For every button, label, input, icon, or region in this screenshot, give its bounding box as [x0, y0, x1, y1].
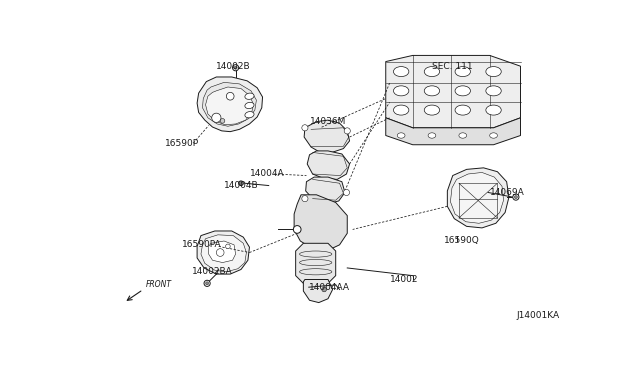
Text: J14001KA: J14001KA — [516, 311, 560, 320]
Ellipse shape — [394, 67, 409, 77]
Ellipse shape — [245, 102, 254, 109]
Polygon shape — [197, 231, 250, 274]
Ellipse shape — [455, 67, 470, 77]
Ellipse shape — [245, 112, 254, 118]
Text: 16590P: 16590P — [164, 139, 199, 148]
Polygon shape — [197, 77, 262, 132]
Circle shape — [216, 249, 224, 256]
Ellipse shape — [490, 133, 497, 138]
Circle shape — [344, 128, 350, 134]
Text: 14004AA: 14004AA — [308, 283, 349, 292]
Polygon shape — [209, 241, 236, 263]
Text: 14004B: 14004B — [224, 181, 259, 190]
Text: 14002B: 14002B — [216, 62, 251, 71]
Polygon shape — [386, 55, 520, 128]
Polygon shape — [294, 195, 348, 251]
Polygon shape — [451, 173, 504, 223]
Ellipse shape — [424, 86, 440, 96]
Ellipse shape — [486, 105, 501, 115]
Polygon shape — [201, 235, 246, 272]
Circle shape — [204, 280, 210, 286]
Ellipse shape — [486, 86, 501, 96]
Ellipse shape — [486, 67, 501, 77]
Circle shape — [234, 66, 237, 69]
Text: 14002: 14002 — [390, 275, 418, 284]
Circle shape — [302, 125, 308, 131]
Polygon shape — [205, 87, 253, 125]
Text: 14002BA: 14002BA — [192, 267, 232, 276]
Circle shape — [302, 196, 308, 202]
Ellipse shape — [428, 133, 436, 138]
Circle shape — [212, 113, 221, 122]
Ellipse shape — [424, 67, 440, 77]
Text: FRONT: FRONT — [145, 280, 172, 289]
Circle shape — [344, 189, 349, 196]
Text: 16590PA: 16590PA — [182, 240, 221, 249]
Circle shape — [515, 196, 517, 199]
Polygon shape — [202, 82, 257, 126]
Circle shape — [220, 119, 225, 123]
Ellipse shape — [455, 105, 470, 115]
Ellipse shape — [459, 133, 467, 138]
Text: 14069A: 14069A — [490, 188, 524, 197]
Circle shape — [232, 65, 239, 71]
Polygon shape — [306, 177, 345, 204]
Text: SEC. 111: SEC. 111 — [432, 62, 472, 71]
Circle shape — [293, 225, 301, 233]
Polygon shape — [303, 279, 333, 302]
Circle shape — [322, 287, 326, 292]
Circle shape — [513, 194, 519, 200]
Ellipse shape — [394, 105, 409, 115]
Ellipse shape — [394, 86, 409, 96]
Text: 14004A: 14004A — [250, 170, 284, 179]
Circle shape — [205, 282, 209, 285]
Polygon shape — [304, 120, 349, 153]
Circle shape — [225, 244, 230, 249]
Polygon shape — [386, 118, 520, 145]
Ellipse shape — [245, 93, 254, 99]
Circle shape — [239, 181, 243, 186]
Polygon shape — [447, 168, 509, 228]
Text: 14036M: 14036M — [310, 117, 346, 126]
Polygon shape — [307, 151, 349, 179]
Ellipse shape — [455, 86, 470, 96]
Circle shape — [227, 92, 234, 100]
Text: 16590Q: 16590Q — [444, 237, 479, 246]
Ellipse shape — [397, 133, 405, 138]
Polygon shape — [296, 243, 336, 283]
Ellipse shape — [424, 105, 440, 115]
